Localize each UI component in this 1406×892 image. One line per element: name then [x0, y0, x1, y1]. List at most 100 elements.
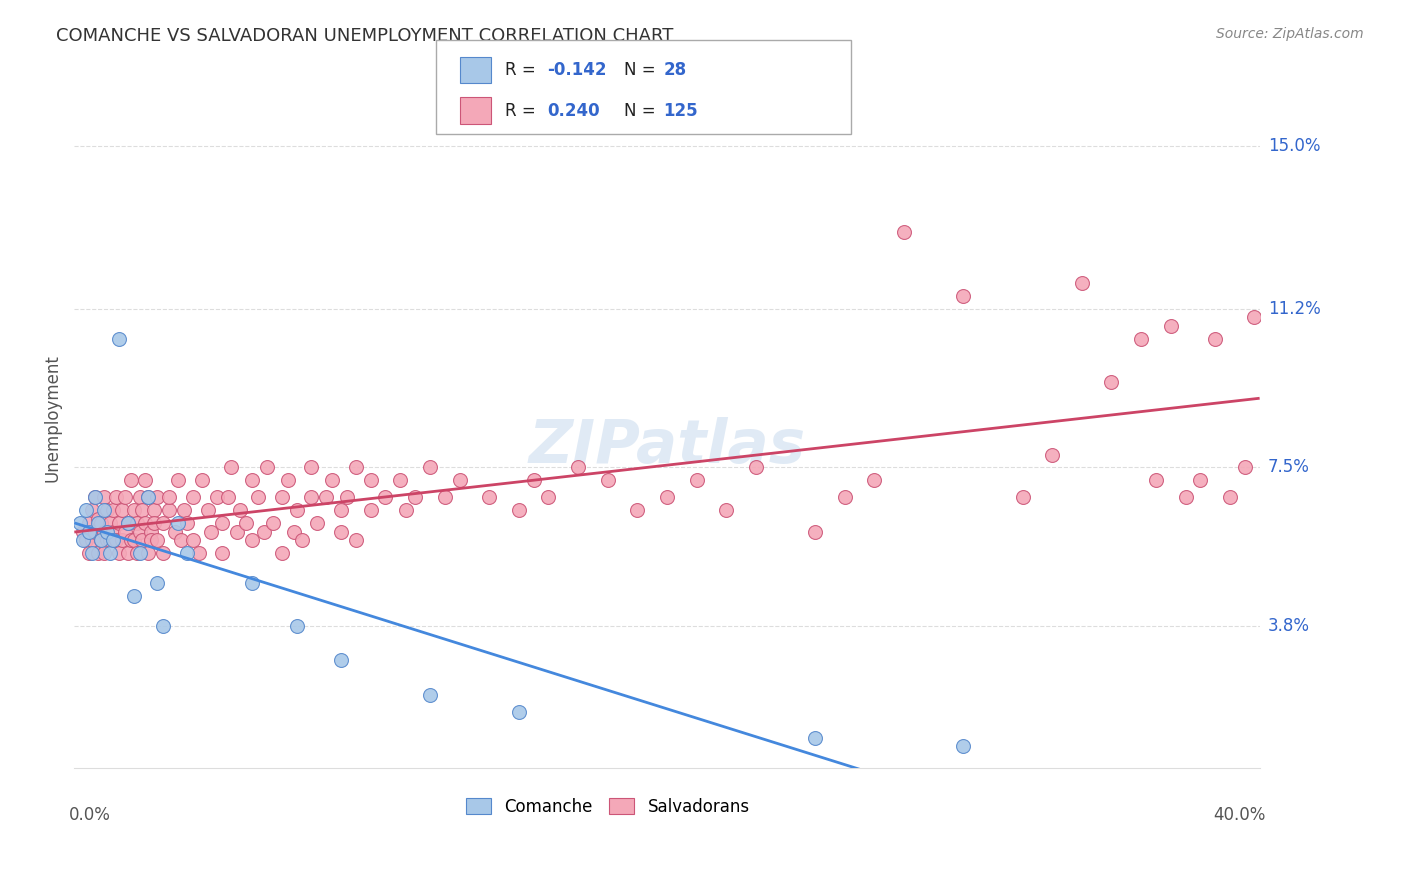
Point: [134, 516, 156, 531]
Point: [96, 524, 118, 539]
Point: [389, 473, 412, 487]
Point: [626, 503, 648, 517]
Point: [84, 524, 107, 539]
Point: [122, 503, 145, 517]
Point: [181, 491, 204, 505]
Point: [90, 533, 112, 548]
Point: [143, 516, 166, 531]
Point: [72, 524, 94, 539]
Point: [330, 653, 353, 667]
Point: [143, 503, 166, 517]
Text: 7.5%: 7.5%: [1268, 458, 1310, 476]
Point: [395, 503, 418, 517]
Point: [141, 533, 163, 548]
Point: [114, 524, 136, 539]
Point: [75, 503, 97, 517]
Point: [167, 473, 190, 487]
Point: [146, 533, 169, 548]
Point: [253, 524, 276, 539]
Point: [120, 473, 142, 487]
Text: R =: R =: [505, 61, 541, 79]
Point: [226, 524, 249, 539]
Point: [87, 512, 110, 526]
Point: [87, 516, 110, 531]
Point: [270, 491, 292, 505]
Point: [170, 533, 193, 548]
Point: [1040, 448, 1063, 462]
Point: [277, 473, 299, 487]
Point: [134, 473, 156, 487]
Point: [270, 546, 292, 560]
Point: [101, 503, 124, 517]
Point: [1243, 310, 1265, 325]
Point: [834, 491, 856, 505]
Point: [211, 546, 233, 560]
Point: [77, 516, 100, 531]
Point: [167, 516, 190, 531]
Point: [419, 688, 441, 702]
Point: [200, 524, 222, 539]
Text: N =: N =: [624, 102, 661, 120]
Text: 125: 125: [664, 102, 699, 120]
Point: [330, 503, 353, 517]
Point: [152, 516, 174, 531]
Point: [128, 546, 150, 560]
Point: [146, 576, 169, 591]
Point: [419, 460, 441, 475]
Point: [69, 516, 91, 531]
Point: [1233, 460, 1256, 475]
Point: [285, 619, 308, 633]
Text: ZIPatlas: ZIPatlas: [529, 417, 806, 475]
Text: Source: ZipAtlas.com: Source: ZipAtlas.com: [1216, 27, 1364, 41]
Text: 40.0%: 40.0%: [1213, 806, 1265, 824]
Point: [82, 503, 104, 517]
Point: [107, 332, 129, 346]
Point: [205, 491, 228, 505]
Point: [404, 491, 426, 505]
Text: R =: R =: [505, 102, 541, 120]
Point: [122, 533, 145, 548]
Point: [152, 619, 174, 633]
Point: [181, 533, 204, 548]
Point: [299, 460, 322, 475]
Point: [1011, 491, 1033, 505]
Point: [952, 739, 974, 754]
Point: [537, 491, 560, 505]
Point: [117, 546, 139, 560]
Point: [152, 546, 174, 560]
Point: [745, 460, 768, 475]
Point: [111, 503, 134, 517]
Text: 0.240: 0.240: [547, 102, 599, 120]
Point: [344, 533, 367, 548]
Point: [360, 503, 382, 517]
Text: -0.142: -0.142: [547, 61, 606, 79]
Point: [131, 533, 153, 548]
Point: [1144, 473, 1167, 487]
Text: 0.0%: 0.0%: [69, 806, 110, 824]
Point: [240, 473, 263, 487]
Point: [104, 533, 127, 548]
Point: [256, 460, 278, 475]
Point: [374, 491, 396, 505]
Point: [1101, 375, 1123, 389]
Point: [98, 546, 121, 560]
Point: [107, 516, 129, 531]
Point: [93, 503, 115, 517]
Point: [262, 516, 284, 531]
Point: [101, 533, 124, 548]
Point: [90, 516, 112, 531]
Point: [344, 460, 367, 475]
Point: [176, 516, 198, 531]
Point: [138, 546, 160, 560]
Text: 15.0%: 15.0%: [1268, 136, 1320, 154]
Point: [240, 533, 263, 548]
Point: [75, 533, 97, 548]
Point: [1130, 332, 1153, 346]
Text: N =: N =: [624, 61, 661, 79]
Point: [87, 546, 110, 560]
Point: [125, 546, 148, 560]
Point: [952, 289, 974, 303]
Point: [291, 533, 314, 548]
Point: [77, 524, 100, 539]
Point: [96, 533, 118, 548]
